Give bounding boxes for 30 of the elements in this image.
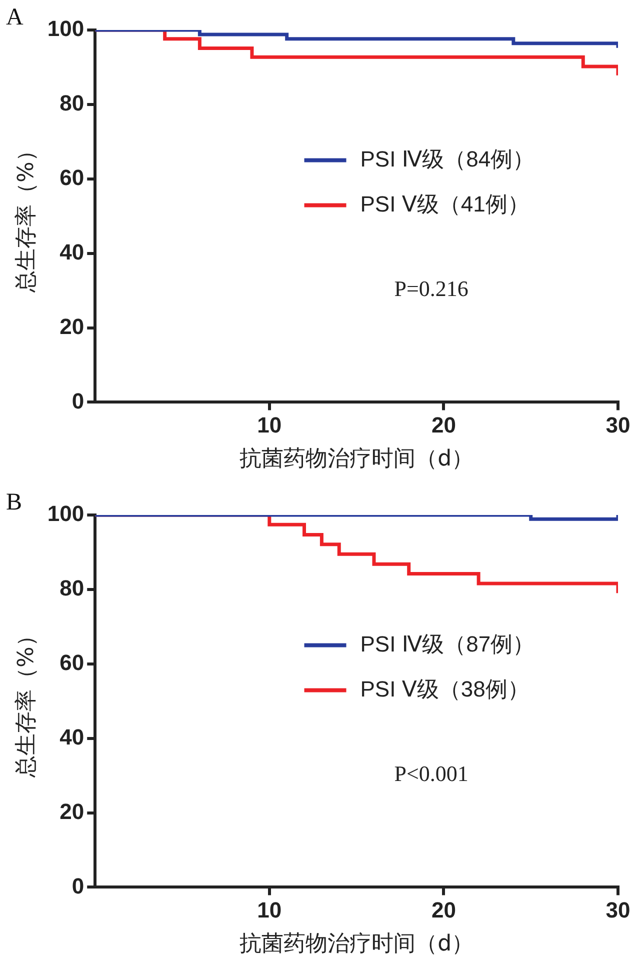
x-tick-label: 30 <box>606 897 630 922</box>
chart-title: A <box>6 4 24 30</box>
x-axis-title: 抗菌药物治疗时间（d） <box>240 932 474 957</box>
y-axis-title: 总生存率（%） <box>14 140 39 294</box>
legend-label: PSI Ⅳ级（87例） <box>360 631 535 656</box>
y-tick-label: 0 <box>72 388 84 414</box>
y-tick-label: 80 <box>60 90 84 116</box>
legend-label: PSI Ⅳ级（84例） <box>360 146 535 172</box>
legend-label: PSI Ⅴ级（38例） <box>360 676 530 702</box>
y-tick-label: 100 <box>47 501 84 526</box>
y-tick-label: 20 <box>60 798 84 824</box>
y-tick-label: 0 <box>72 873 84 898</box>
x-tick-label: 20 <box>431 897 456 922</box>
legend-label: PSI Ⅴ级（41例） <box>360 191 530 216</box>
y-tick-label: 40 <box>60 239 84 264</box>
chart-title: B <box>6 489 22 516</box>
x-tick-label: 10 <box>257 412 282 438</box>
x-tick-label: 20 <box>431 412 456 438</box>
y-axis-title: 总生存率（%） <box>14 624 39 779</box>
x-axis-title: 抗菌药物治疗时间（d） <box>240 446 474 472</box>
y-tick-label: 100 <box>47 16 84 42</box>
annotation: P=0.216 <box>394 276 468 302</box>
y-tick-label: 60 <box>60 164 84 190</box>
y-tick-label: 20 <box>60 314 84 339</box>
y-tick-label: 80 <box>60 576 84 601</box>
y-tick-label: 60 <box>60 650 84 675</box>
annotation: P<0.001 <box>394 761 468 786</box>
x-tick-label: 10 <box>257 897 282 922</box>
x-tick-label: 30 <box>606 412 630 438</box>
y-tick-label: 40 <box>60 724 84 750</box>
